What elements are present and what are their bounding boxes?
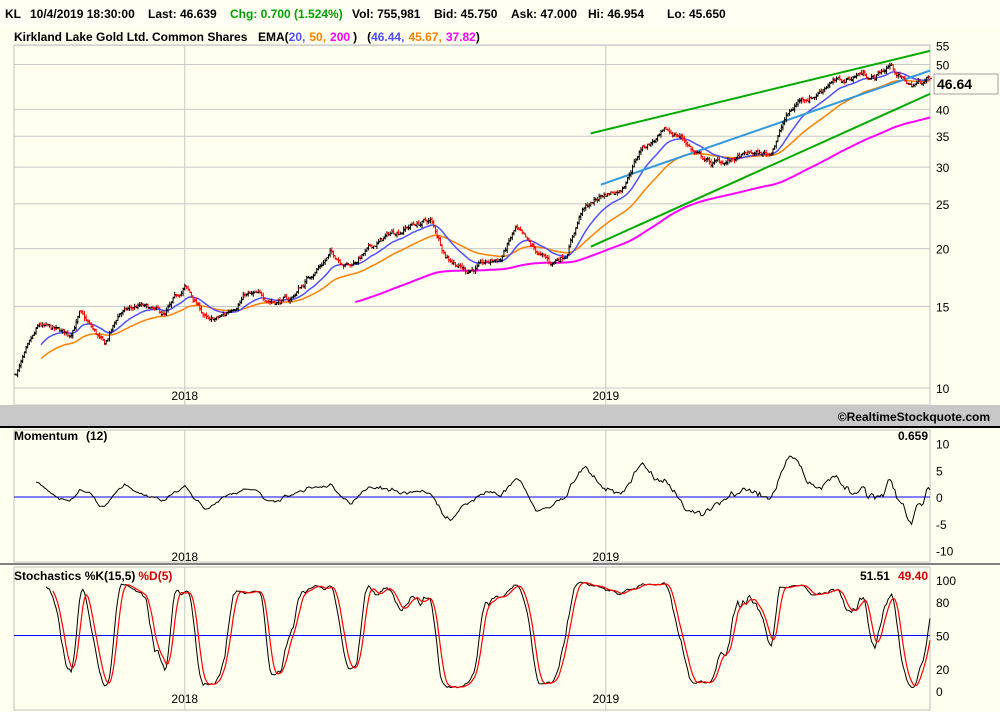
mid-trend-trendline <box>600 69 931 186</box>
ema200-value: 37.82 <box>446 30 476 44</box>
y-tick-label: 35 <box>936 130 950 144</box>
y-tick-label: 15 <box>936 301 950 315</box>
y-tick-label: 100 <box>936 574 956 588</box>
low: Lo: 45.650 <box>667 7 726 21</box>
y-tick-label: 5 <box>936 464 943 478</box>
momentum-title: Momentum (12) <box>14 429 107 443</box>
momentum-label: Momentum <box>14 429 78 443</box>
ema50-value: 45.67, <box>408 30 441 44</box>
ema200-period: 200 <box>330 30 350 44</box>
ema200-line <box>354 116 931 304</box>
y-tick-label: 25 <box>936 198 950 212</box>
y-tick-label: 80 <box>936 596 950 610</box>
copyright-band <box>0 405 1000 427</box>
ohlc-bar <box>182 283 187 291</box>
ohlc-bar <box>774 140 779 149</box>
volume: Vol: 755,981 <box>352 7 421 21</box>
y-tick-label: 0 <box>936 685 943 699</box>
bid: Bid: 45.750 <box>434 7 498 21</box>
y-tick-label: 10 <box>936 382 950 396</box>
ema-end-paren: ) <box>476 30 480 44</box>
ohlc-bar <box>90 324 95 330</box>
stochastics-d-label: %D(5) <box>138 569 172 583</box>
ohlc-bar <box>391 228 396 235</box>
ohlc-bar <box>737 152 742 160</box>
upper-channel-trendline <box>590 49 931 135</box>
ohlc-bar <box>928 76 932 81</box>
symbol: KL <box>5 7 21 21</box>
ask: Ask: 47.000 <box>511 7 577 21</box>
stochastic-d-line <box>52 581 931 688</box>
ema20-period: 20, <box>289 30 306 44</box>
y-tick-label: 20 <box>936 243 950 257</box>
y-tick-label: -10 <box>936 545 954 559</box>
chart-title: Kirkland Lake Gold Ltd. Common Shares <box>14 30 248 44</box>
copyright: ©RealtimeStockquote.com <box>838 410 990 424</box>
ema-label: EMA( <box>258 30 289 44</box>
y-tick-label: 55 <box>936 39 950 53</box>
ema-legend: EMA(20, 50, 200) (46.44, 45.67, 37.82) <box>258 30 480 44</box>
y-tick-label: 40 <box>936 103 950 117</box>
last-price-label: 46.64 <box>937 76 972 92</box>
stochastics-d-value: 49.40 <box>898 569 928 583</box>
momentum-value: 0.659 <box>898 429 928 443</box>
y-tick-label: 20 <box>936 663 950 677</box>
x-tick-label: 2018 <box>171 550 198 564</box>
header-bar <box>0 0 1000 27</box>
stochastics-plot-area <box>13 566 931 711</box>
stochastics-k-value: 51.51 <box>860 569 890 583</box>
stochastics-title: Stochastics %K(15,5) %D(5) <box>14 569 172 583</box>
y-tick-label: 50 <box>936 630 950 644</box>
ohlc-bar <box>100 336 105 340</box>
ohlc-bar <box>34 327 39 335</box>
ema50-period: 50, <box>309 30 326 44</box>
momentum-plot-area <box>13 429 931 563</box>
x-tick-label: 2019 <box>592 550 619 564</box>
momentum-line <box>35 455 931 526</box>
stochastics-k-label: Stochastics %K(15,5) <box>14 569 135 583</box>
ema50-line <box>40 79 931 360</box>
x-tick-label: 2018 <box>171 692 198 706</box>
x-tick-label: 2018 <box>171 389 198 403</box>
stochastic-k-line <box>45 581 931 689</box>
ema20-value: 46.44, <box>371 30 404 44</box>
y-tick-label: 10 <box>936 438 950 452</box>
ohlc-bar <box>598 194 603 200</box>
high: Hi: 46.954 <box>588 7 644 21</box>
ema-close-paren: ) <box>353 30 357 44</box>
change: Chg: 0.700 (1.524%) <box>230 7 343 21</box>
lower-channel-trendline <box>590 92 931 248</box>
y-tick-label: -5 <box>936 518 947 532</box>
price-plot-area <box>13 44 931 406</box>
last-price-box <box>933 73 999 95</box>
divider <box>0 563 1000 565</box>
momentum-period: (12) <box>86 429 107 443</box>
y-tick-label: 30 <box>936 161 950 175</box>
x-tick-label: 2019 <box>592 389 619 403</box>
ema-open-paren: ( <box>367 30 371 44</box>
stochastics-values: 51.51 49.40 <box>860 569 928 583</box>
last-price: Last: 46.639 <box>148 7 217 21</box>
datetime: 10/4/2019 18:30:00 <box>30 7 135 21</box>
ohlc-bar <box>917 78 922 83</box>
y-tick-label: 50 <box>936 59 950 73</box>
x-tick-label: 2019 <box>592 692 619 706</box>
divider <box>0 426 1000 428</box>
y-tick-label: 0 <box>936 491 943 505</box>
